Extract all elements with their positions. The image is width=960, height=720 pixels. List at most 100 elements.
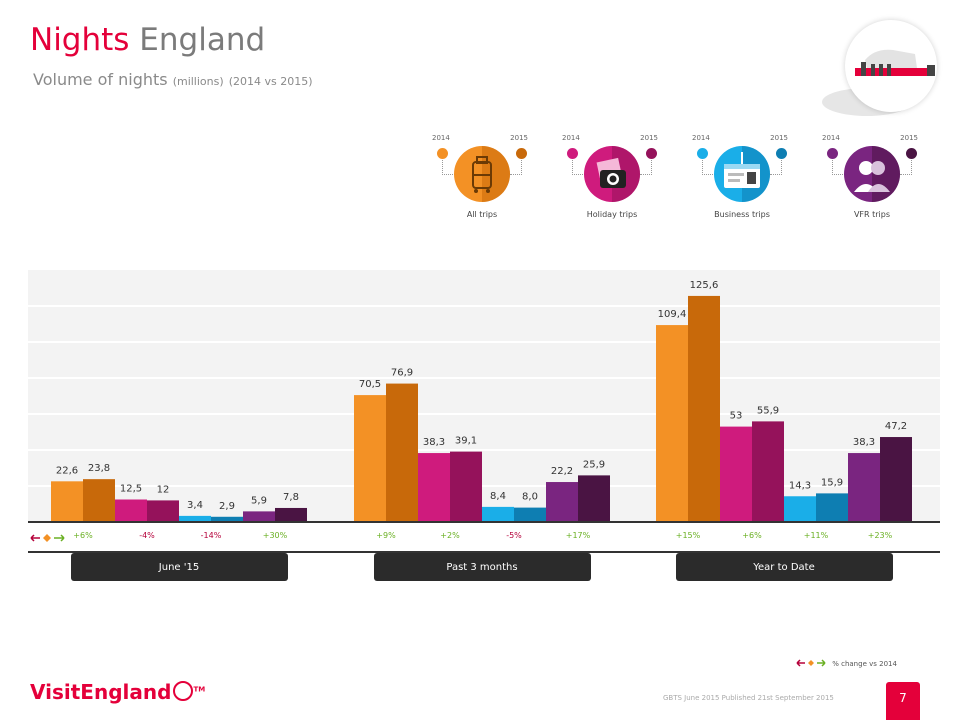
data-label: 12 xyxy=(157,484,170,495)
data-label: 8,0 xyxy=(522,492,538,503)
legend-label: Business trips xyxy=(714,210,770,219)
legend-year-2014: 2014 xyxy=(562,134,580,142)
bar-2014 xyxy=(720,426,752,522)
data-label: 38,3 xyxy=(853,437,875,448)
pct-change-label: -14% xyxy=(201,531,222,540)
bar-2014 xyxy=(51,481,83,522)
legend-item: 2014 2015 VFR trips xyxy=(822,130,942,225)
bar-2015 xyxy=(211,516,243,522)
change-arrows-icon xyxy=(796,659,826,667)
data-label: 25,9 xyxy=(583,459,605,470)
pct-change-label: +17% xyxy=(566,531,591,540)
legend-year-2015: 2015 xyxy=(770,134,788,142)
legend-connector xyxy=(900,160,912,175)
bar-2014 xyxy=(354,395,386,522)
data-label: 70,5 xyxy=(359,379,381,390)
page-subtitle: Volume of nights (millions) (2014 vs 201… xyxy=(33,70,313,89)
legend-year-2015: 2015 xyxy=(900,134,918,142)
bar-2015 xyxy=(147,500,179,522)
bar-2014 xyxy=(546,482,578,522)
data-label: 76,9 xyxy=(391,368,413,379)
subtitle-units: (millions) xyxy=(172,75,224,88)
logo-tm: TM xyxy=(193,685,206,694)
bar-2014 xyxy=(482,506,514,522)
group-label-box xyxy=(676,553,893,581)
legend-dot-2015 xyxy=(516,148,527,159)
pct-change-label: +15% xyxy=(676,531,701,540)
legend-dot-2015 xyxy=(646,148,657,159)
data-label: 22,2 xyxy=(551,466,573,477)
legend-year-2014: 2014 xyxy=(432,134,450,142)
bar-2015 xyxy=(514,507,546,522)
data-label: 53 xyxy=(730,411,743,422)
data-label: 14,3 xyxy=(789,480,811,491)
group-label-box xyxy=(374,553,591,581)
pct-change-label: +6% xyxy=(73,531,93,540)
legend-label: Holiday trips xyxy=(586,210,638,219)
pct-change-label: +11% xyxy=(804,531,829,540)
pct-change-label: -5% xyxy=(506,531,522,540)
nights-bar-chart: 22,6 23,8 +6% 12,5 12 -4% 3,4 2,9 -14% 5,9 7,8 +30%… xyxy=(28,270,940,581)
legend-connector xyxy=(510,160,522,175)
bed-badge-icon xyxy=(845,20,937,112)
legend-connector xyxy=(832,160,845,175)
group-label: Past 3 months xyxy=(446,562,517,573)
legend-connector xyxy=(442,160,455,175)
legend-label: All trips xyxy=(466,210,498,219)
subtitle-main: Volume of nights xyxy=(33,70,168,89)
data-label: 38,3 xyxy=(423,437,445,448)
bar-2015 xyxy=(386,383,418,522)
people-icon xyxy=(844,146,900,202)
group-label: June '15 xyxy=(158,562,199,573)
increase-arrow-icon xyxy=(54,534,65,542)
plot-background xyxy=(28,270,940,522)
pct-change-label: +30% xyxy=(263,531,288,540)
subtitle-period: (2014 vs 2015) xyxy=(228,75,313,88)
legend-dot-2015 xyxy=(776,148,787,159)
bar-2015 xyxy=(880,437,912,522)
title-main: Nights xyxy=(30,22,130,58)
pct-change-label: +23% xyxy=(868,531,893,540)
legend-label: VFR trips xyxy=(853,210,891,219)
bar-2014 xyxy=(656,325,688,522)
bar-2015 xyxy=(578,475,610,522)
rose-icon xyxy=(173,681,194,701)
legend-year-2015: 2015 xyxy=(640,134,658,142)
bar-2014 xyxy=(418,453,450,522)
bar-2014 xyxy=(115,499,147,522)
visitengland-logo: VisitEngland TM xyxy=(30,680,205,704)
data-label: 3,4 xyxy=(187,500,203,511)
pct-legend-text: % change vs 2014 xyxy=(832,660,897,668)
bar-2015 xyxy=(752,421,784,522)
data-label: 5,9 xyxy=(251,495,267,506)
legend-connector xyxy=(702,160,715,175)
bar-2015 xyxy=(275,507,307,522)
bar-2015 xyxy=(450,451,482,522)
pct-change-legend: % change vs 2014 xyxy=(796,659,897,668)
data-label: 125,6 xyxy=(690,280,719,291)
bar-2014 xyxy=(179,515,211,522)
legend-year-2014: 2014 xyxy=(822,134,840,142)
id-card-icon xyxy=(714,146,770,202)
pct-change-label: +2% xyxy=(440,531,460,540)
page-title: Nights England xyxy=(30,22,265,58)
data-label: 8,4 xyxy=(490,491,506,502)
legend-item: 2014 2015 All trips xyxy=(432,130,552,225)
decrease-arrow-icon xyxy=(30,534,40,542)
camera-icon xyxy=(584,146,640,202)
logo-text: VisitEngland xyxy=(30,680,172,704)
data-label: 109,4 xyxy=(658,309,687,320)
group-label-box xyxy=(71,553,288,581)
legend-dot-2014 xyxy=(437,148,448,159)
legend-connector xyxy=(640,160,652,175)
bar-2014 xyxy=(848,453,880,522)
data-label: 39,1 xyxy=(455,436,477,447)
legend-dot-2014 xyxy=(567,148,578,159)
pct-change-label: +6% xyxy=(742,531,762,540)
pct-change-label: +9% xyxy=(376,531,396,540)
data-label: 22,6 xyxy=(56,465,78,476)
legend-dot-2015 xyxy=(906,148,917,159)
page-number: 7 xyxy=(886,682,920,720)
bar-2014 xyxy=(784,496,816,522)
source-note: GBTS June 2015 Published 21st September … xyxy=(663,694,834,702)
